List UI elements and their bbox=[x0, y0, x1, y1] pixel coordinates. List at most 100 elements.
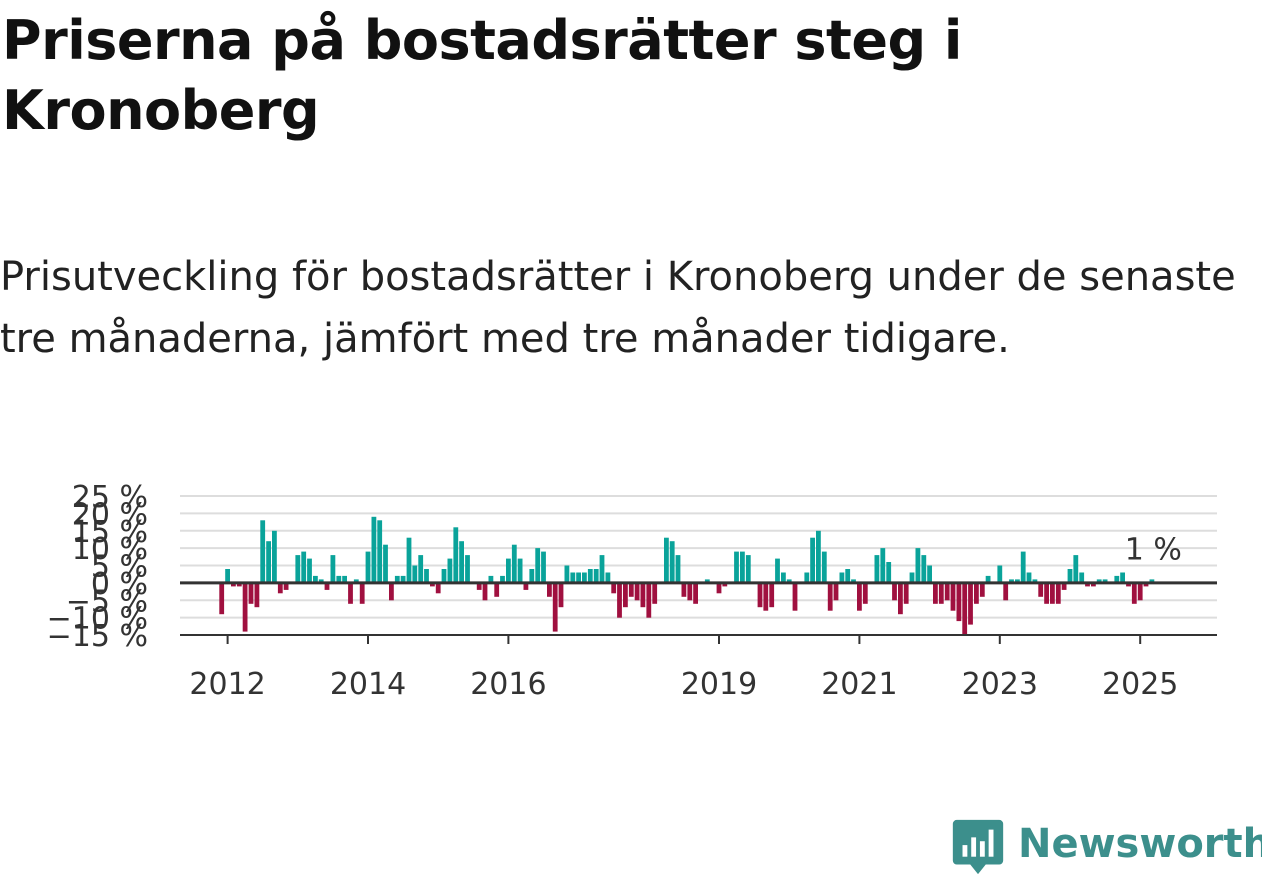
bar bbox=[1020, 551, 1026, 583]
bars bbox=[219, 516, 1155, 635]
y-tick-label: 0 % bbox=[91, 567, 148, 602]
bar bbox=[371, 516, 377, 583]
bar bbox=[400, 575, 406, 583]
bar bbox=[804, 572, 810, 583]
bar bbox=[359, 582, 365, 604]
bar bbox=[740, 551, 745, 583]
bar bbox=[523, 582, 529, 590]
bar bbox=[687, 582, 693, 601]
bar bbox=[617, 582, 622, 618]
x-axis-labels: 2012 2014 2016 2019 2021 2023 2025 bbox=[189, 635, 1178, 702]
bar bbox=[219, 582, 225, 615]
bar bbox=[833, 582, 839, 601]
bar bbox=[424, 569, 429, 583]
bar bbox=[979, 582, 985, 597]
bar bbox=[552, 582, 558, 632]
latest-value-label: 1 % bbox=[1125, 533, 1182, 568]
bar bbox=[1026, 572, 1032, 583]
x-tick-label: 2023 bbox=[962, 667, 1038, 702]
bar bbox=[628, 582, 634, 597]
bar bbox=[915, 548, 921, 583]
bar bbox=[330, 555, 336, 583]
bar bbox=[307, 558, 312, 583]
x-tick-label: 2019 bbox=[681, 667, 757, 702]
bar bbox=[225, 569, 230, 583]
bar bbox=[506, 558, 511, 583]
bar bbox=[313, 575, 318, 583]
x-tick-label: 2012 bbox=[189, 667, 265, 702]
bar bbox=[968, 582, 973, 625]
bar bbox=[511, 544, 517, 583]
bar bbox=[1114, 575, 1120, 583]
bar bbox=[336, 575, 342, 583]
x-tick-label: 2021 bbox=[821, 667, 897, 702]
y-axis-labels: −15 %−10 %−5 %0 %5 %10 %15 %20 %25 % bbox=[47, 480, 148, 654]
bar bbox=[950, 582, 956, 611]
bar bbox=[435, 582, 441, 594]
bar bbox=[775, 558, 780, 583]
bar bbox=[1038, 582, 1044, 597]
x-tick-label: 2016 bbox=[470, 667, 546, 702]
bar bbox=[295, 555, 301, 583]
bar bbox=[892, 582, 897, 601]
bar bbox=[365, 551, 371, 583]
bar bbox=[1067, 569, 1073, 583]
bar bbox=[377, 520, 383, 583]
bar bbox=[254, 582, 260, 608]
bar bbox=[547, 582, 552, 597]
bar bbox=[886, 562, 892, 583]
bar bbox=[669, 541, 675, 583]
bar bbox=[517, 558, 523, 583]
y-tick-label: 15 % bbox=[72, 515, 148, 550]
bar bbox=[1032, 579, 1038, 583]
gridlines bbox=[180, 495, 1217, 619]
bar bbox=[763, 582, 769, 611]
bar bbox=[933, 582, 938, 604]
y-tick-label: 25 % bbox=[72, 480, 148, 515]
bar bbox=[851, 579, 856, 583]
bar bbox=[260, 520, 266, 583]
bar bbox=[1126, 582, 1131, 587]
bar bbox=[500, 575, 505, 583]
bar bbox=[1079, 572, 1085, 583]
bar bbox=[283, 582, 289, 590]
bar bbox=[1131, 582, 1137, 604]
bar bbox=[611, 582, 617, 594]
bar bbox=[997, 565, 1003, 583]
brand-name: Newsworthy bbox=[1018, 821, 1262, 867]
bar bbox=[558, 582, 564, 608]
bar bbox=[839, 572, 845, 583]
y-tick-label: −5 % bbox=[66, 584, 148, 619]
bar bbox=[476, 582, 482, 590]
bar bbox=[1096, 579, 1102, 583]
x-tick-label: 2025 bbox=[1102, 667, 1178, 702]
bar bbox=[587, 569, 593, 583]
bar bbox=[453, 527, 459, 583]
y-tick-label: 20 % bbox=[72, 497, 148, 532]
bar bbox=[231, 582, 236, 587]
bar bbox=[430, 582, 435, 587]
bar bbox=[1143, 582, 1149, 587]
bar bbox=[342, 575, 347, 583]
bar bbox=[383, 544, 388, 583]
bar bbox=[1044, 582, 1049, 604]
bar bbox=[394, 575, 400, 583]
bar bbox=[564, 565, 570, 583]
bar bbox=[716, 582, 722, 594]
bar bbox=[962, 582, 968, 635]
bar bbox=[494, 582, 500, 597]
bar bbox=[985, 575, 991, 583]
bar bbox=[781, 572, 786, 583]
y-tick-label: 10 % bbox=[72, 532, 148, 567]
bar bbox=[810, 537, 815, 583]
bar bbox=[1050, 582, 1055, 604]
bar bbox=[909, 572, 915, 583]
bar bbox=[441, 569, 447, 583]
bar bbox=[827, 582, 833, 611]
bar bbox=[880, 548, 886, 583]
bar bbox=[576, 572, 581, 583]
bar bbox=[874, 555, 880, 583]
bar bbox=[529, 569, 535, 583]
bar bbox=[593, 569, 599, 583]
bar bbox=[821, 551, 827, 583]
